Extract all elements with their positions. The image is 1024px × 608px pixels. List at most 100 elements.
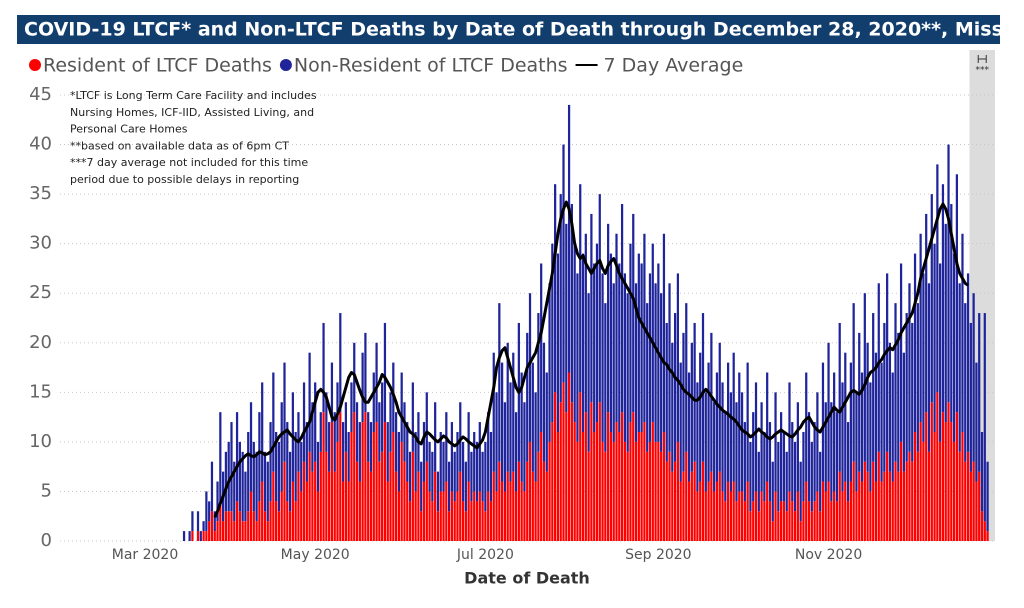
bar <box>375 342 378 423</box>
bar <box>492 352 495 472</box>
bar <box>729 392 733 492</box>
bar <box>554 392 557 541</box>
bar <box>233 461 236 522</box>
bar <box>813 501 816 541</box>
bar <box>607 412 610 541</box>
bar <box>593 431 596 541</box>
y-tick-label: 5 <box>41 480 52 501</box>
y-tick-label: 40 <box>29 134 52 155</box>
bar <box>520 481 523 541</box>
bar <box>344 451 347 541</box>
bar <box>286 501 289 541</box>
bar <box>629 243 632 423</box>
bar <box>456 431 459 492</box>
bar <box>760 402 763 492</box>
bar <box>796 402 799 492</box>
bar <box>233 521 236 541</box>
bar <box>210 511 214 541</box>
bar <box>531 471 534 541</box>
bar <box>668 451 671 541</box>
bar <box>835 501 839 541</box>
bar <box>777 511 780 541</box>
bar <box>526 332 529 462</box>
bar <box>640 263 643 432</box>
bar <box>950 422 953 541</box>
bar <box>894 461 897 541</box>
bar <box>344 402 347 452</box>
bar <box>950 204 953 423</box>
bar <box>886 273 889 452</box>
bar <box>447 461 451 512</box>
bar <box>542 342 546 462</box>
bar <box>665 461 668 541</box>
bar <box>927 283 931 452</box>
bar <box>969 322 972 472</box>
bar <box>227 511 230 541</box>
bar <box>269 422 272 502</box>
bar <box>651 422 654 541</box>
note-line: **based on available data as of 6pm CT <box>70 139 289 152</box>
bar <box>793 441 797 512</box>
bar <box>785 511 788 541</box>
bar <box>523 402 526 492</box>
bar <box>280 491 283 541</box>
bar <box>570 204 573 403</box>
bar <box>880 481 883 541</box>
bar <box>643 422 646 541</box>
bar <box>810 441 813 512</box>
bar <box>439 491 442 541</box>
legend-label: 7 Day Average <box>604 55 744 77</box>
bar <box>459 471 462 541</box>
bar <box>863 461 866 541</box>
bar <box>835 412 839 502</box>
bar <box>662 233 666 432</box>
bar <box>464 461 467 512</box>
bar <box>623 441 626 541</box>
bar <box>266 461 269 522</box>
bar <box>512 352 515 472</box>
bar <box>383 322 387 423</box>
bar <box>350 382 353 432</box>
bar <box>431 451 434 502</box>
bar <box>261 382 264 482</box>
bar <box>833 372 836 492</box>
bar <box>821 362 825 482</box>
bar <box>899 263 903 442</box>
bar <box>682 332 685 472</box>
bar <box>858 471 861 541</box>
bar <box>601 273 604 442</box>
bar <box>489 431 493 502</box>
bar <box>620 204 624 413</box>
bar <box>378 461 381 541</box>
bar <box>939 263 942 442</box>
bar <box>394 471 398 541</box>
bar <box>874 481 878 541</box>
bar <box>813 422 816 502</box>
bar <box>771 461 774 522</box>
bar <box>685 451 688 541</box>
bar <box>598 194 601 403</box>
bar <box>637 431 640 541</box>
bar <box>506 471 509 541</box>
bar <box>676 273 680 442</box>
bar <box>358 422 361 482</box>
bar <box>249 491 253 541</box>
bar <box>408 451 412 502</box>
bar <box>651 243 654 423</box>
bar <box>339 412 342 541</box>
bar <box>266 521 269 541</box>
bar <box>372 431 375 541</box>
bar <box>964 303 967 462</box>
bar <box>952 253 956 442</box>
bar <box>634 441 638 541</box>
bar <box>397 431 401 492</box>
bar <box>975 481 978 541</box>
bar <box>587 451 590 541</box>
bar <box>782 501 786 541</box>
bar <box>495 392 498 492</box>
bar <box>328 471 331 541</box>
bar <box>646 303 649 452</box>
bar <box>777 441 780 512</box>
bar <box>411 451 414 541</box>
bar <box>330 362 334 423</box>
